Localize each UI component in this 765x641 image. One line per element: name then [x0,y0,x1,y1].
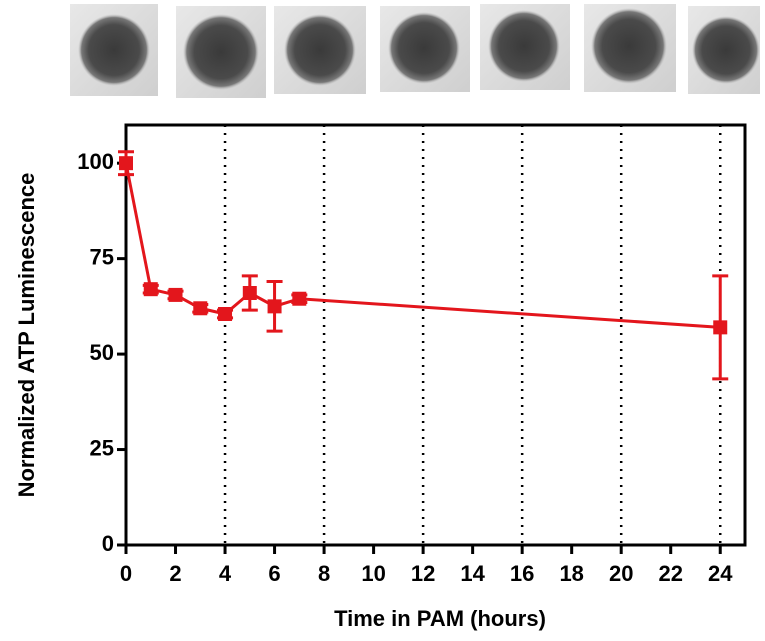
y-tick-label: 75 [90,244,114,269]
x-tick-label: 8 [318,561,330,586]
data-point [267,299,282,314]
data-point [292,291,307,306]
data-point [143,282,158,297]
y-tick-label: 25 [90,435,114,460]
x-tick-label: 24 [708,561,733,586]
x-tick-label: 18 [559,561,583,586]
x-tick-label: 12 [411,561,435,586]
y-tick-label: 50 [90,340,114,365]
data-point [119,156,133,171]
x-tick-label: 4 [219,561,232,586]
x-tick-label: 10 [361,561,385,586]
x-tick-label: 6 [268,561,280,586]
data-point [218,307,233,321]
x-tick-label: 2 [169,561,181,586]
data-point [242,286,257,300]
x-tick-label: 16 [510,561,534,586]
spheroid-images [70,4,760,98]
y-tick-label: 100 [77,149,114,174]
y-axis-label: Normalized ATP Luminescence [14,173,39,498]
x-tick-label: 0 [120,561,132,586]
plot-frame [124,123,747,547]
x-tick-label: 22 [658,561,682,586]
x-tick-label: 14 [460,561,485,586]
x-tick-label: 20 [609,561,633,586]
data-point [713,320,728,335]
data-point [168,287,183,302]
x-axis-label: Time in PAM (hours) [334,606,546,631]
y-tick-label: 0 [102,531,114,556]
data-point [193,301,208,316]
